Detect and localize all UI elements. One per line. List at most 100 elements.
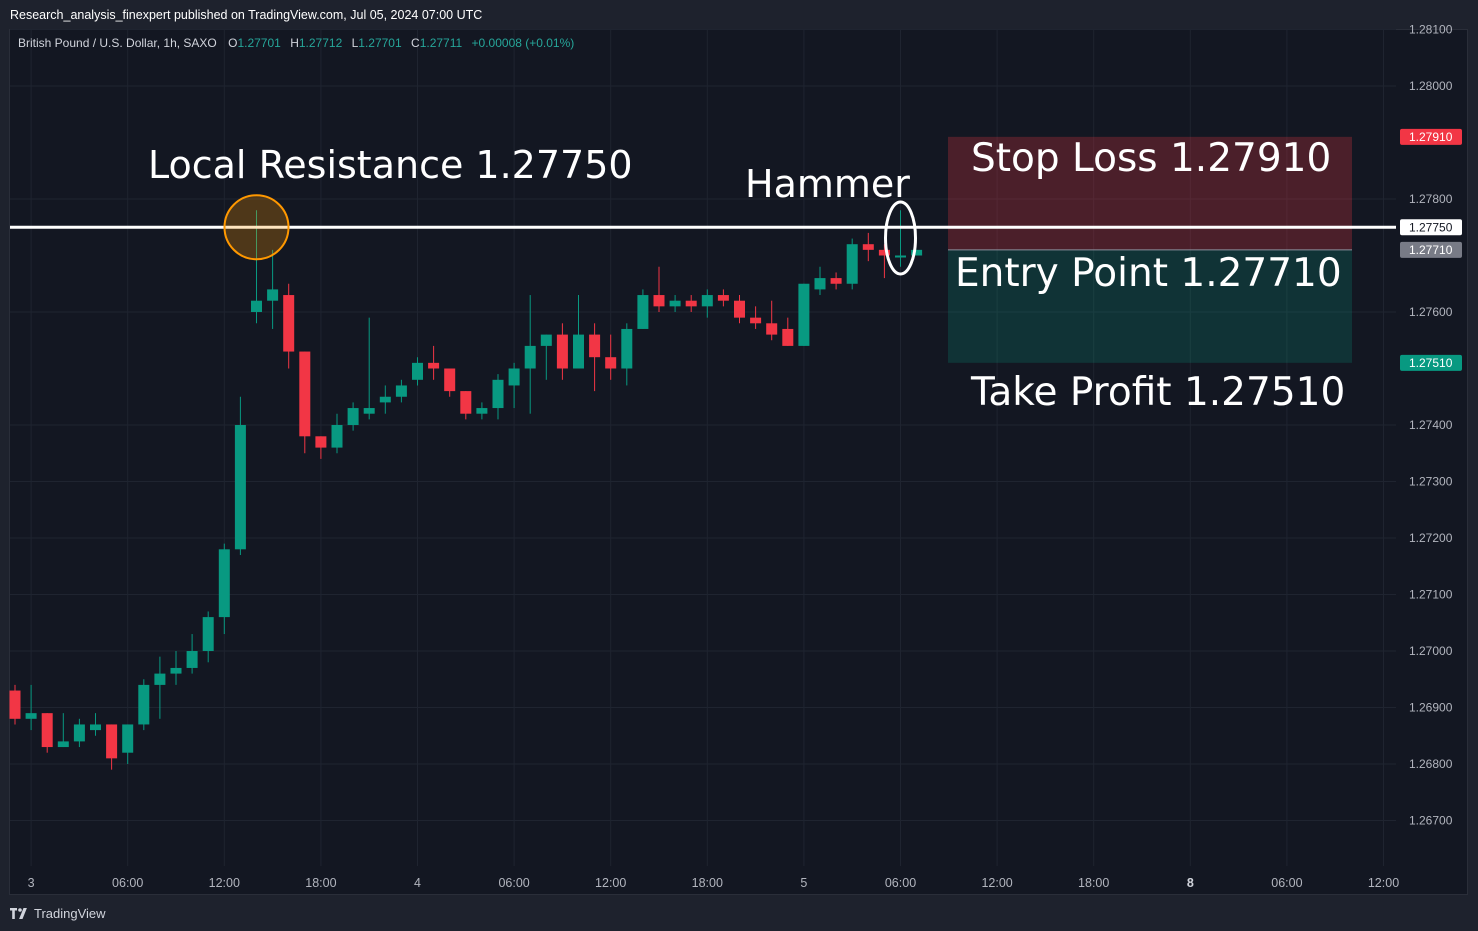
price-axis-label: 1.27100 [1409, 588, 1453, 602]
time-axis-label: 18:00 [305, 876, 336, 890]
time-axis-label: 06:00 [885, 876, 916, 890]
candle-body [685, 300, 697, 307]
change-value: +0.00008 (+0.01%) [471, 36, 575, 50]
candle-body [637, 295, 649, 329]
candle-body [717, 295, 729, 301]
time-axis-label: 12:00 [595, 876, 626, 890]
candle-body [9, 690, 21, 719]
candle-body [395, 385, 407, 397]
low-label: L [351, 36, 359, 50]
low-value: 1.27701 [358, 36, 402, 50]
target-price-badge-label: 1.27510 [1409, 356, 1453, 370]
time-axis-label: 4 [414, 876, 421, 890]
price-axis-label: 1.27600 [1409, 305, 1453, 319]
candle-body [202, 617, 214, 651]
time-axis-label: 18:00 [1078, 876, 1109, 890]
price-axis-label: 1.27400 [1409, 418, 1453, 432]
candle-body [267, 289, 279, 301]
entry-price-badge-label: 1.27710 [1409, 243, 1453, 257]
candle-body [315, 436, 327, 448]
price-axis-label: 1.27200 [1409, 531, 1453, 545]
time-axis-label: 3 [28, 876, 35, 890]
candle-body [814, 278, 826, 290]
candle-body [701, 295, 713, 307]
time-axis-label: 12:00 [209, 876, 240, 890]
time-axis-label: 06:00 [1271, 876, 1302, 890]
entry-price-badge [1400, 241, 1462, 258]
candle-body [878, 249, 890, 256]
candle-body [846, 244, 858, 284]
candle-body [154, 673, 166, 685]
candle-body [73, 724, 85, 742]
price-axis-label: 1.26800 [1409, 757, 1453, 771]
chart-pane[interactable] [9, 29, 1468, 895]
candle-body [363, 408, 375, 414]
high-label: H [290, 36, 299, 50]
candle-body [41, 713, 53, 748]
candle-body [669, 300, 681, 307]
price-axis-label: 1.27000 [1409, 644, 1453, 658]
candle-body [57, 741, 69, 748]
open-label: O [228, 36, 238, 50]
brand-name: TradingView [34, 906, 106, 921]
close-value: 1.27711 [419, 36, 463, 50]
top-bar: Research_analysis_finexpert published on… [0, 0, 1478, 29]
time-axis-label: 12:00 [1368, 876, 1399, 890]
time-axis-label: 06:00 [112, 876, 143, 890]
candle-body [170, 667, 182, 674]
price-axis-label: 1.28000 [1409, 79, 1453, 93]
candle-body [122, 724, 134, 753]
candle-body [460, 391, 472, 414]
candle-body [540, 334, 552, 346]
candle-body [331, 425, 343, 448]
candle-body [750, 317, 762, 324]
stop-price-badge [1400, 128, 1462, 145]
time-axis-label: 8 [1187, 876, 1194, 890]
time-axis-label: 18:00 [692, 876, 723, 890]
stop-loss-annotation: Stop Loss 1.27910 [971, 136, 1331, 181]
candle-body [283, 295, 295, 352]
candle-body [589, 334, 601, 358]
candle-body [798, 283, 810, 346]
resistance-touch-circle [223, 194, 290, 261]
symbol-name: British Pound / U.S. Dollar, 1h, SAXO [18, 36, 217, 50]
candle-body [492, 379, 504, 409]
time-axis-label: 5 [800, 876, 807, 890]
candle-body [412, 362, 423, 380]
price-axis-label: 1.27300 [1409, 475, 1453, 489]
tradingview-logo[interactable]: TradingView [10, 906, 106, 921]
candle-body [734, 300, 745, 318]
high-value: 1.27712 [298, 36, 343, 50]
candle-body [830, 278, 842, 284]
take-profit-annotation: Take Profit 1.27510 [970, 370, 1345, 415]
candle-body [782, 328, 794, 346]
candle-body [621, 328, 633, 369]
price-axis-label: 1.26700 [1409, 814, 1453, 828]
close-label: C [411, 36, 420, 50]
candle-body [138, 684, 150, 725]
time-axis-label: 06:00 [498, 876, 529, 890]
resistance-annotation: Local Resistance 1.27750 [148, 143, 633, 187]
symbol-legend: British Pound / U.S. Dollar, 1h, SAXO O 1… [18, 36, 574, 50]
candle-body [106, 724, 118, 759]
candle-body [476, 408, 488, 414]
publisher-caption: Research_analysis_finexpert published on… [10, 8, 483, 22]
candle-body [379, 396, 391, 403]
price-axis-label: 1.27800 [1409, 192, 1453, 206]
candle-body [524, 345, 536, 369]
target-price-badge [1400, 354, 1462, 371]
candle-body [605, 357, 617, 369]
time-axis-label: 12:00 [981, 876, 1012, 890]
price-axis-label: 1.28100 [1409, 23, 1453, 37]
tradingview-icon [10, 907, 27, 919]
resistance-price-badge-label: 1.27750 [1409, 220, 1453, 234]
bottom-bar [0, 896, 1478, 931]
candle-body [556, 334, 568, 369]
stop-loss-zone [948, 136, 1352, 250]
candle-body [444, 368, 456, 392]
entry-annotation: Entry Point 1.27710 [955, 251, 1342, 296]
candle-body [766, 323, 778, 335]
candle-body [234, 425, 246, 550]
candle-body [508, 368, 520, 386]
